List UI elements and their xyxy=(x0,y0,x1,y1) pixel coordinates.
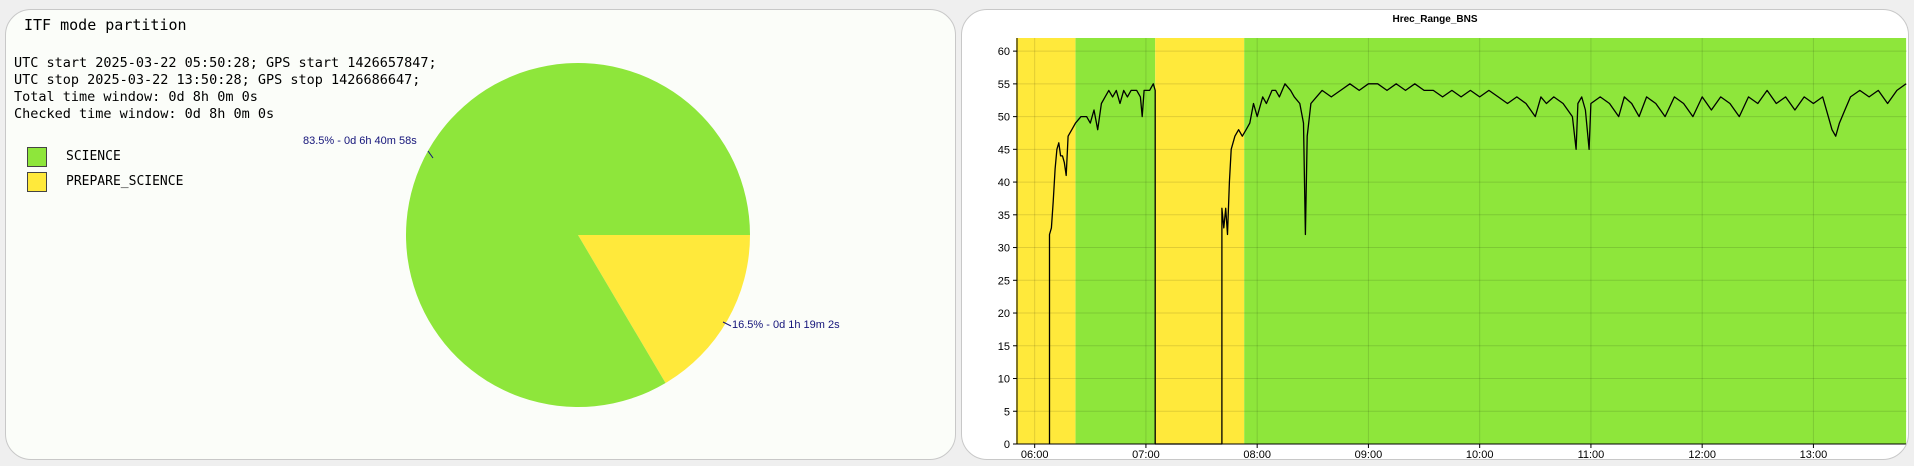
pie-panel: ITF mode partition UTC start 2025-03-22 … xyxy=(5,9,956,460)
band-science-1 xyxy=(1075,38,1156,444)
x-tick-label-1100: 11:00 xyxy=(1578,449,1605,459)
legend-swatch-prepare-science xyxy=(27,172,47,192)
info-utc-stop: UTC stop 2025-03-22 13:50:28; GPS stop 1… xyxy=(14,72,421,88)
timeseries-panel: 0 5 10 15 20 25 30 35 40 45 50 55 60 06:00 07:00 08:00 0… xyxy=(961,9,1909,460)
pie-label-prepare-science: 16.5% - 0d 1h 19m 2s xyxy=(732,319,840,331)
legend-swatch-science xyxy=(27,147,47,167)
y-tick-label-10: 10 xyxy=(998,374,1010,386)
pie-leader-science xyxy=(427,150,434,159)
y-tick-label-60: 60 xyxy=(998,46,1010,58)
x-tick-label-0900: 09:00 xyxy=(1355,449,1383,459)
x-tick-label-1200: 12:00 xyxy=(1688,449,1716,459)
y-tick-label-20: 20 xyxy=(998,308,1010,320)
pie-label-science: 83.5% - 0d 6h 40m 58s xyxy=(303,135,417,147)
y-tick-label-55: 55 xyxy=(998,79,1010,91)
y-tick-label-5: 5 xyxy=(1004,406,1010,418)
y-tick-label-30: 30 xyxy=(998,243,1010,255)
timeseries-chart: 0 5 10 15 20 25 30 35 40 45 50 55 60 06:00 07:00 08:00 0… xyxy=(998,38,1907,459)
band-prepare-science-2 xyxy=(1155,38,1245,444)
pie-slice-science xyxy=(406,63,750,408)
timeseries-title: Hrec_Range_BNS xyxy=(1392,14,1478,25)
y-tick-label-0: 0 xyxy=(1004,439,1010,451)
band-prepare-science-0 xyxy=(1016,38,1076,444)
info-utc-start: UTC start 2025-03-22 05:50:28; GPS start… xyxy=(14,55,437,71)
y-tick-label-40: 40 xyxy=(998,177,1010,189)
y-tick-label-25: 25 xyxy=(998,275,1010,287)
info-checked-window: Checked time window: 0d 8h 0m 0s xyxy=(14,106,275,122)
info-total-window: Total time window: 0d 8h 0m 0s xyxy=(14,89,258,105)
x-tick-label-1300: 13:00 xyxy=(1800,449,1828,459)
x-tick-label-0700: 07:00 xyxy=(1132,449,1160,459)
x-tick-label-0600: 06:00 xyxy=(1021,449,1049,459)
y-tick-label-45: 45 xyxy=(998,144,1010,156)
y-tick-label-35: 35 xyxy=(998,210,1010,222)
y-tick-label-50: 50 xyxy=(998,112,1010,124)
pie-title: ITF mode partition xyxy=(24,16,187,34)
pie-slice-prepare-science xyxy=(578,235,750,384)
series-line-0 xyxy=(1048,83,1907,445)
legend-label-prepare-science: PREPARE_SCIENCE xyxy=(66,174,184,189)
x-tick-label-0800: 08:00 xyxy=(1243,449,1271,459)
pie-chart xyxy=(406,63,750,408)
legend-label-science: SCIENCE xyxy=(66,149,121,164)
y-tick-label-15: 15 xyxy=(998,341,1010,353)
band-science-3 xyxy=(1244,38,1907,444)
x-tick-label-1000: 10:00 xyxy=(1466,449,1494,459)
pie-leader-prepare-science xyxy=(722,321,732,327)
